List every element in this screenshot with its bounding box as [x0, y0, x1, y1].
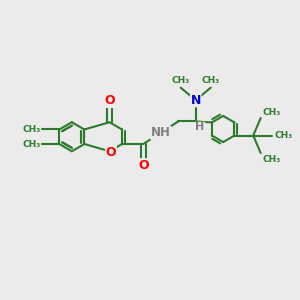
Text: CH₃: CH₃ [22, 125, 40, 134]
Text: CH₃: CH₃ [202, 76, 220, 85]
Text: CH₃: CH₃ [262, 154, 280, 164]
Text: CH₃: CH₃ [274, 131, 292, 140]
Text: H: H [196, 122, 205, 132]
Text: O: O [138, 159, 148, 172]
Text: NH: NH [151, 126, 171, 139]
Text: CH₃: CH₃ [172, 76, 190, 85]
Text: CH₃: CH₃ [262, 107, 280, 116]
Text: O: O [106, 146, 116, 159]
Text: N: N [190, 94, 201, 107]
Text: CH₃: CH₃ [22, 140, 40, 148]
Text: O: O [104, 94, 115, 107]
